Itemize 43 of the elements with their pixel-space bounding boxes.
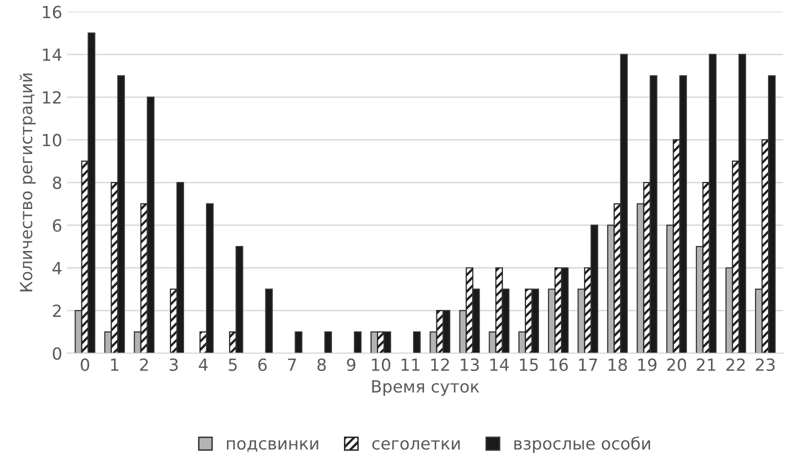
y-tick-label: 10 [42,134,62,146]
x-tick-label: 0 [80,358,90,372]
x-tick-label: 18 [608,358,627,372]
x-tick-label: 7 [288,358,296,371]
x-tick-label: 22 [726,358,745,371]
x-tick-label: 19 [638,358,656,372]
bar [294,331,302,354]
x-tick-label: 2 [140,358,148,371]
bar [265,288,273,354]
x-tick-label: 21 [696,358,716,371]
legend-label: подсвинки [226,440,318,452]
x-tick-label: 1 [111,358,118,371]
x-axis-title: Время суток [372,380,480,396]
legend-label: сеголетки [372,440,460,450]
x-tick-label: 10 [372,358,390,372]
y-tick-label: 14 [42,48,62,61]
x-tick-label: 14 [490,358,509,371]
x-tick-label: 9 [346,358,356,372]
y-tick-label: 0 [52,347,62,360]
y-tick-label: 12 [42,91,61,104]
y-tick-label: 8 [52,176,62,190]
x-tick-label: 20 [667,358,686,372]
x-tick-label: 6 [258,358,267,372]
x-tick-label: 15 [520,358,538,372]
x-tick-label: 11 [402,358,420,371]
x-tick-label: 5 [228,358,237,372]
x-tick-label: 17 [579,358,598,371]
x-tick-label: 16 [550,358,568,372]
x-tick-label: 3 [170,358,178,372]
x-tick-label: 4 [198,358,208,371]
legend-label: взрослые особи [514,436,650,453]
x-tick-label: 13 [460,358,479,372]
bar [413,331,421,354]
x-tick-label: 12 [431,358,449,371]
x-tick-label: 8 [317,358,326,372]
y-tick-label: 4 [52,262,62,274]
bar [354,331,362,354]
x-tick-label: 23 [756,358,775,372]
y-tick-label: 16 [42,6,62,18]
y-axis-title: Количество регистраций [20,74,36,292]
y-tick-label: 6 [52,219,62,232]
y-tick-label: 2 [52,304,61,317]
bar [324,331,332,354]
